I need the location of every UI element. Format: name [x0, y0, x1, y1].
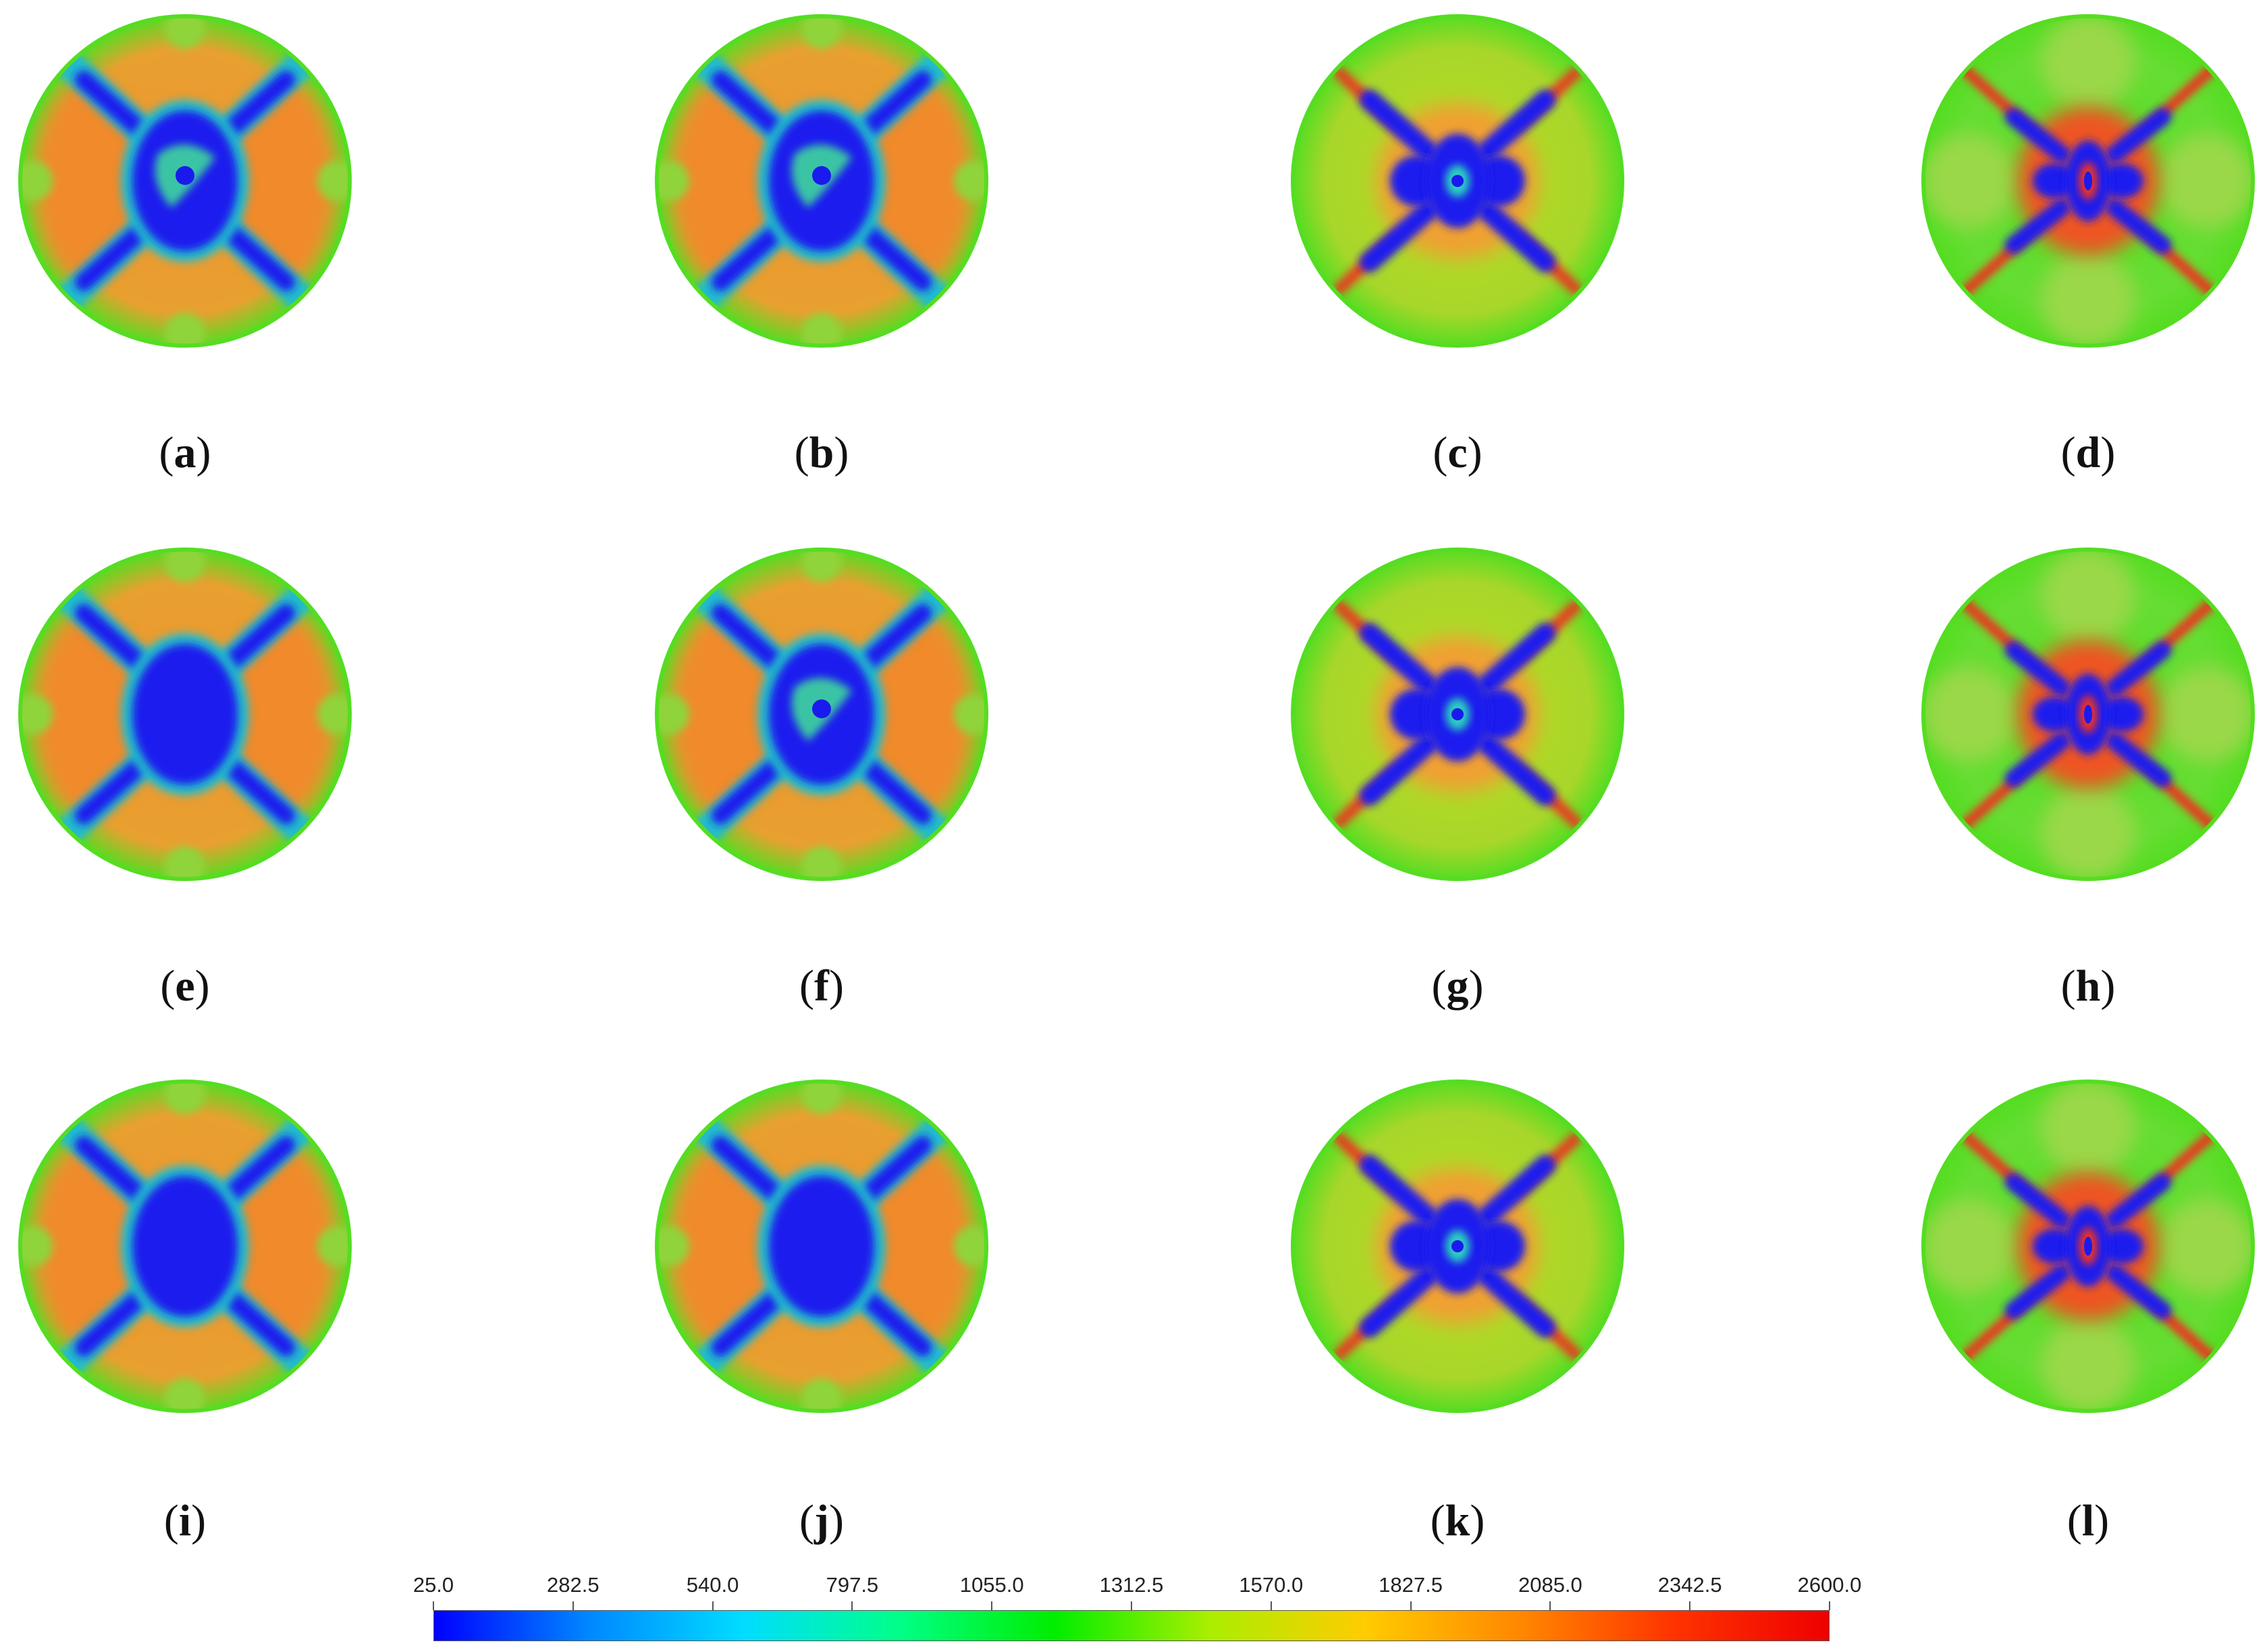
panel-label-c: (c)	[1433, 428, 1483, 477]
colorbar-tick-mark	[1689, 1601, 1691, 1610]
colorbar-tick-mark	[712, 1601, 714, 1610]
colorbar-tick-label: 1312.5	[1099, 1573, 1164, 1597]
panel-label-j: (j)	[799, 1496, 844, 1545]
colorbar-tick-label: 2085.0	[1518, 1573, 1582, 1597]
contour-disk	[19, 548, 351, 880]
contour-disk	[656, 548, 988, 880]
disk-rim	[655, 1080, 988, 1413]
panel-label-e: (e)	[160, 961, 210, 1011]
panel-grid	[18, 14, 2255, 1413]
colorbar	[433, 1610, 1830, 1641]
disk-rim	[18, 1080, 352, 1413]
colorbar-tick-label: 1827.5	[1379, 1573, 1443, 1597]
contour-disk	[19, 1080, 351, 1412]
contour-disk	[1922, 15, 2254, 347]
disk-rim	[18, 548, 352, 881]
disk-rim	[18, 14, 352, 348]
disk-rim	[1291, 548, 1624, 881]
panel-label-d: (d)	[2060, 428, 2116, 477]
colorbar-tick-label: 2600.0	[1797, 1573, 1862, 1597]
disk-rim	[1291, 14, 1624, 348]
contour-disk	[19, 15, 351, 347]
contour-disk	[1291, 15, 1624, 347]
colorbar-tick-mark	[1549, 1601, 1551, 1610]
colorbar-tick-mark	[991, 1601, 993, 1610]
panel-label-k: (k)	[1430, 1496, 1485, 1545]
disk-rim	[1291, 1080, 1624, 1413]
colorbar-tick-mark	[1410, 1601, 1412, 1610]
contour-disk	[656, 15, 988, 347]
colorbar-tick-mark	[851, 1601, 853, 1610]
contour-disk	[1922, 1080, 2254, 1412]
contour-disk	[656, 1080, 988, 1412]
disk-rim	[1921, 1080, 2255, 1413]
panel-label-f: (f)	[799, 961, 844, 1011]
colorbar-tick-label: 540.0	[686, 1573, 739, 1597]
colorbar-tick-mark	[1829, 1601, 1830, 1610]
disk-rim	[655, 548, 988, 881]
panel-label-h: (h)	[2060, 961, 2116, 1011]
colorbar-tick-label: 1570.0	[1239, 1573, 1304, 1597]
contour-disk	[1922, 548, 2254, 880]
panel-label-i: (i)	[163, 1496, 207, 1545]
colorbar-tick-mark	[1131, 1601, 1132, 1610]
colorbar-tick-mark	[572, 1601, 574, 1610]
panel-label-a: (a)	[159, 428, 211, 477]
colorbar-tick-mark	[1270, 1601, 1272, 1610]
colorbar-tick-label: 1055.0	[959, 1573, 1024, 1597]
contour-disk	[1291, 1080, 1624, 1412]
colorbar-tick-label: 797.5	[826, 1573, 879, 1597]
colorbar-tick-label: 25.0	[412, 1573, 454, 1597]
colorbar-tick-label: 2342.5	[1657, 1573, 1722, 1597]
panel-label-g: (g)	[1431, 961, 1484, 1011]
panel-label-l: (l)	[2066, 1496, 2110, 1545]
disk-rim	[655, 14, 988, 348]
contour-disk	[1291, 548, 1624, 880]
panel-label-b: (b)	[794, 428, 849, 477]
disk-rim	[1921, 548, 2255, 881]
disk-rim	[1921, 14, 2255, 348]
colorbar-tick-mark	[433, 1601, 434, 1610]
colorbar-tick-label: 282.5	[547, 1573, 599, 1597]
